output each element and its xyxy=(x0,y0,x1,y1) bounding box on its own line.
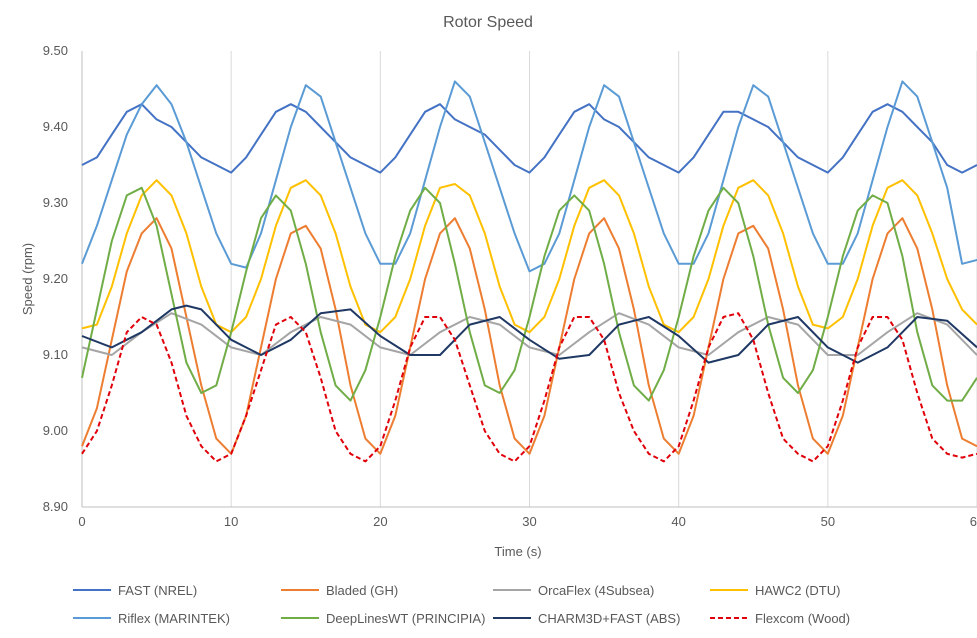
legend-label-bladed-gh: Bladed (GH) xyxy=(326,583,398,598)
legend: FAST (NREL) Bladed (GH) OrcaFlex (4Subsea)… xyxy=(73,583,850,626)
series-line-orcaflex-4subsea xyxy=(81,312,977,356)
x-tick-label: 30 xyxy=(522,514,536,529)
y-tick-label: 9.20 xyxy=(43,271,68,286)
legend-label-flexcom-wood: Flexcom (Wood) xyxy=(755,611,850,626)
legend-label-deeplineswt-principia: DeepLinesWT (PRINCIPIA) xyxy=(326,611,485,626)
legend-label-riflex-marintek: Riflex (MARINTEK) xyxy=(118,611,230,626)
legend-label-hawc2-dtu: HAWC2 (DTU) xyxy=(755,583,840,598)
x-tick-label: 50 xyxy=(821,514,835,529)
x-axis-label: Time (s) xyxy=(494,544,541,559)
series-lines xyxy=(81,80,977,463)
x-tick-label: 20 xyxy=(373,514,387,529)
x-tick-label: 0 xyxy=(78,514,85,529)
y-tick-label: 9.10 xyxy=(43,347,68,362)
y-tick-label: 9.00 xyxy=(43,423,68,438)
chart-title: Rotor Speed xyxy=(443,14,533,31)
series-line-riflex-marintek xyxy=(81,80,977,273)
x-tick-label: 10 xyxy=(224,514,238,529)
y-tick-label: 9.30 xyxy=(43,195,68,210)
x-tick-label: 40 xyxy=(671,514,685,529)
legend-label-fast-nrel: FAST (NREL) xyxy=(118,583,197,598)
grid-lines xyxy=(230,51,977,507)
y-tick-label: 9.50 xyxy=(43,43,68,58)
series-line-fast-nrel xyxy=(81,103,977,174)
y-axis-label: Speed (rpm) xyxy=(20,243,35,315)
series-line-charm3d-fast-abs xyxy=(81,304,977,364)
legend-label-orcaflex-4subsea: OrcaFlex (4Subsea) xyxy=(538,583,654,598)
axes: 0 10 20 30 40 50 60 8.90 9.00 9.10 9.20 9.30 9.40 9.5… xyxy=(43,43,977,529)
y-tick-label: 8.90 xyxy=(43,499,68,514)
x-tick-label: 60 xyxy=(970,514,977,529)
y-tick-label: 9.40 xyxy=(43,119,68,134)
series-line-deeplineswt-principia xyxy=(81,186,977,402)
legend-label-charm3d-fast-abs: CHARM3D+FAST (ABS) xyxy=(538,611,680,626)
series-line-flexcom-wood xyxy=(81,312,977,463)
